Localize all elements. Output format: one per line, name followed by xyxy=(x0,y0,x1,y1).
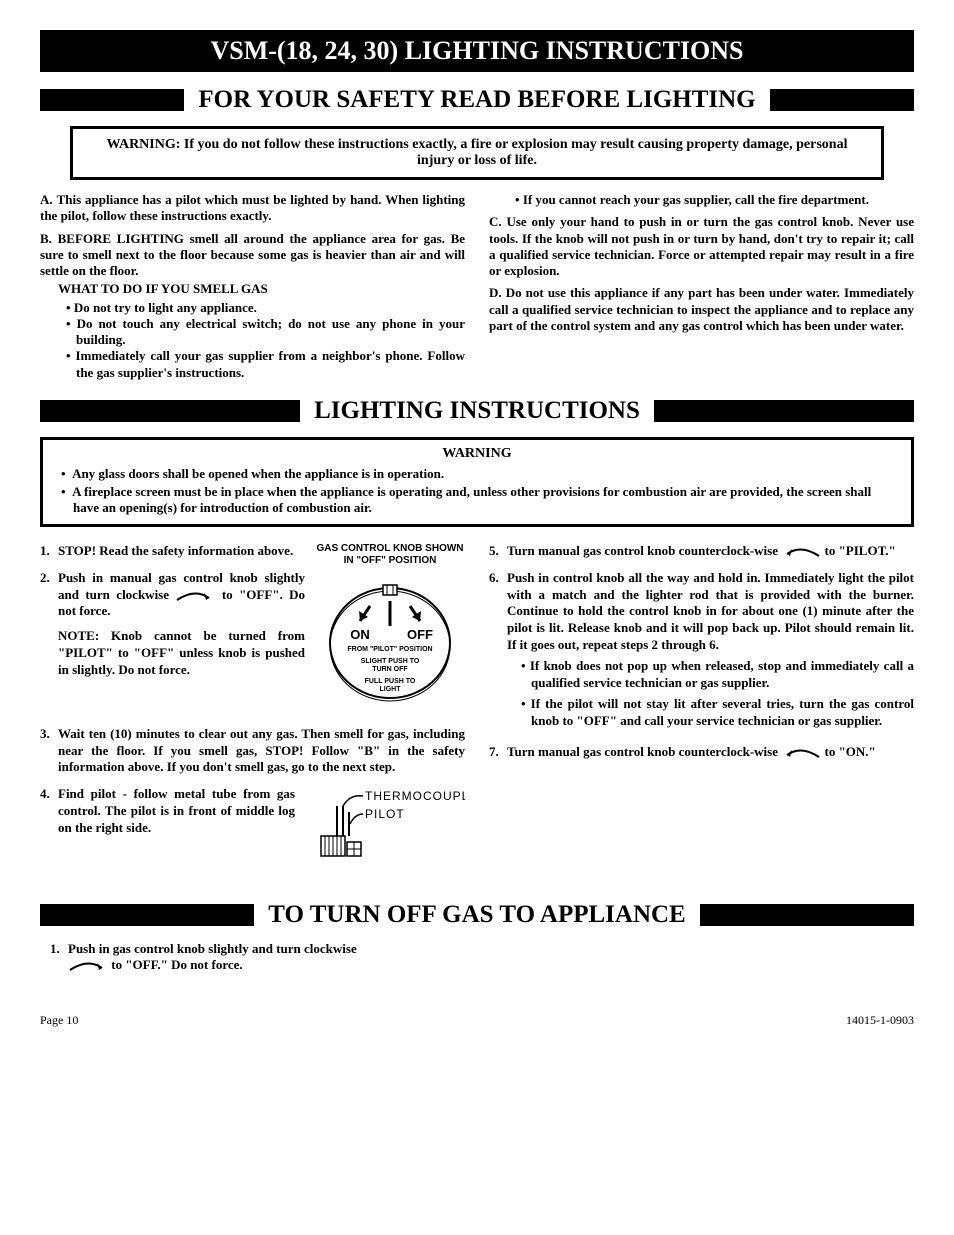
step-4-group: 4. Find pilot - follow metal tube from g… xyxy=(40,786,465,871)
knob-diagram: GAS CONTROL KNOB SHOWN IN "OFF" POSITION… xyxy=(315,543,465,716)
heading-bar-left xyxy=(40,400,300,422)
knob-svg: ON OFF FROM "PILOT" POSITION SLIGHT PUSH… xyxy=(315,571,465,711)
step-3: 3. Wait ten (10) minutes to clear out an… xyxy=(40,726,465,777)
footer-left: Page 10 xyxy=(40,1013,78,1028)
counterclockwise-arrow-icon xyxy=(781,747,821,759)
instr-right-col: 5. Turn manual gas control knob counterc… xyxy=(489,543,914,881)
svg-text:THERMOCOUPLE: THERMOCOUPLE xyxy=(365,789,465,803)
lighting-heading: LIGHTING INSTRUCTIONS xyxy=(40,397,914,425)
step-1-2-group: 1. STOP! Read the safety information abo… xyxy=(40,543,465,716)
warning-box-2: WARNING • Any glass doors shall be opene… xyxy=(40,437,914,527)
heading-bar-right xyxy=(770,89,914,111)
instruction-columns: 1. STOP! Read the safety information abo… xyxy=(40,543,914,881)
turnoff-heading-text: TO TURN OFF GAS TO APPLIANCE xyxy=(254,901,699,929)
heading-bar-right xyxy=(700,904,914,926)
footer-right: 14015-1-0903 xyxy=(846,1013,914,1028)
bullet: • Do not try to light any appliance. xyxy=(66,300,465,316)
safety-col-left: A. This appliance has a pilot which must… xyxy=(40,192,465,387)
step-5: 5. Turn manual gas control knob counterc… xyxy=(489,543,914,560)
safety-heading-text: FOR YOUR SAFETY READ BEFORE LIGHTING xyxy=(184,86,769,114)
bullet: • Do not touch any electrical switch; do… xyxy=(66,316,465,349)
smell-gas-title: WHAT TO DO IF YOU SMELL GAS xyxy=(58,281,465,297)
knob-caption: GAS CONTROL KNOB SHOWN IN "OFF" POSITION xyxy=(315,543,465,567)
step-1: 1. STOP! Read the safety information abo… xyxy=(40,543,305,560)
warning2-title: WARNING xyxy=(55,446,899,462)
step-6: 6. Push in control knob all the way and … xyxy=(489,570,914,734)
clockwise-arrow-icon xyxy=(68,960,108,972)
bullet-right: • If you cannot reach your gas supplier,… xyxy=(515,192,914,208)
smell-gas-bullets: • Do not try to light any appliance. • D… xyxy=(66,300,465,381)
safety-columns: A. This appliance has a pilot which must… xyxy=(40,192,914,387)
heading-bar-left xyxy=(40,904,254,926)
step-2: 2. Push in manual gas control knob sligh… xyxy=(40,570,305,679)
safety-col-right: • If you cannot reach your gas supplier,… xyxy=(489,192,914,387)
bullet: • If knob does not pop up when released,… xyxy=(521,658,914,692)
safety-b-text: BEFORE LIGHTING smell all around the app… xyxy=(40,231,465,279)
svg-text:OFF: OFF xyxy=(407,627,433,642)
safety-item-a: A. This appliance has a pilot which must… xyxy=(40,192,465,225)
step-6-bullets: • If knob does not pop up when released,… xyxy=(521,658,914,730)
svg-text:TURN OFF: TURN OFF xyxy=(372,666,408,673)
svg-text:FULL PUSH TO: FULL PUSH TO xyxy=(365,678,416,685)
svg-text:PILOT: PILOT xyxy=(365,807,405,821)
pilot-diagram: THERMOCOUPLE PILOT xyxy=(305,786,465,871)
safety-item-b: B. BEFORE LIGHTING smell all around the … xyxy=(40,231,465,381)
safety-heading: FOR YOUR SAFETY READ BEFORE LIGHTING xyxy=(40,86,914,114)
bullet: • If the pilot will not stay lit after s… xyxy=(521,696,914,730)
safety-a-text: This appliance has a pilot which must be… xyxy=(40,192,465,223)
warning2-bullet: • Any glass doors shall be opened when t… xyxy=(61,466,899,482)
warning2-bullet: • A fireplace screen must be in place wh… xyxy=(61,484,899,516)
lighting-heading-text: LIGHTING INSTRUCTIONS xyxy=(300,397,654,425)
pilot-svg: THERMOCOUPLE PILOT xyxy=(305,786,465,866)
safety-item-d: D. Do not use this appliance if any part… xyxy=(489,285,914,334)
svg-text:SLIGHT PUSH TO: SLIGHT PUSH TO xyxy=(361,658,420,665)
turnoff-step-1: 1. Push in gas control knob slightly and… xyxy=(50,941,470,973)
heading-bar-left xyxy=(40,89,184,111)
page-title: VSM-(18, 24, 30) LIGHTING INSTRUCTIONS xyxy=(40,30,914,72)
step-4: 4. Find pilot - follow metal tube from g… xyxy=(40,786,295,837)
step-2-note: NOTE: Knob cannot be turned from "PILOT"… xyxy=(58,628,305,679)
bullet: • Immediately call your gas supplier fro… xyxy=(66,348,465,381)
safety-item-c: C. Use only your hand to push in or turn… xyxy=(489,214,914,279)
svg-text:LIGHT: LIGHT xyxy=(380,686,402,693)
safety-c-text: Use only your hand to push in or turn th… xyxy=(489,214,914,278)
instr-left-col: 1. STOP! Read the safety information abo… xyxy=(40,543,465,881)
warning-box: WARNING: If you do not follow these inst… xyxy=(70,126,884,180)
turnoff-heading: TO TURN OFF GAS TO APPLIANCE xyxy=(40,901,914,929)
heading-bar-right xyxy=(654,400,914,422)
svg-text:ON: ON xyxy=(350,627,370,642)
page-footer: Page 10 14015-1-0903 xyxy=(40,1013,914,1028)
counterclockwise-arrow-icon xyxy=(781,546,821,558)
safety-d-text: Do not use this appliance if any part ha… xyxy=(489,285,914,333)
clockwise-arrow-icon xyxy=(175,590,215,602)
step-7: 7. Turn manual gas control knob counterc… xyxy=(489,744,914,761)
svg-text:FROM "PILOT" POSITION: FROM "PILOT" POSITION xyxy=(347,646,432,653)
